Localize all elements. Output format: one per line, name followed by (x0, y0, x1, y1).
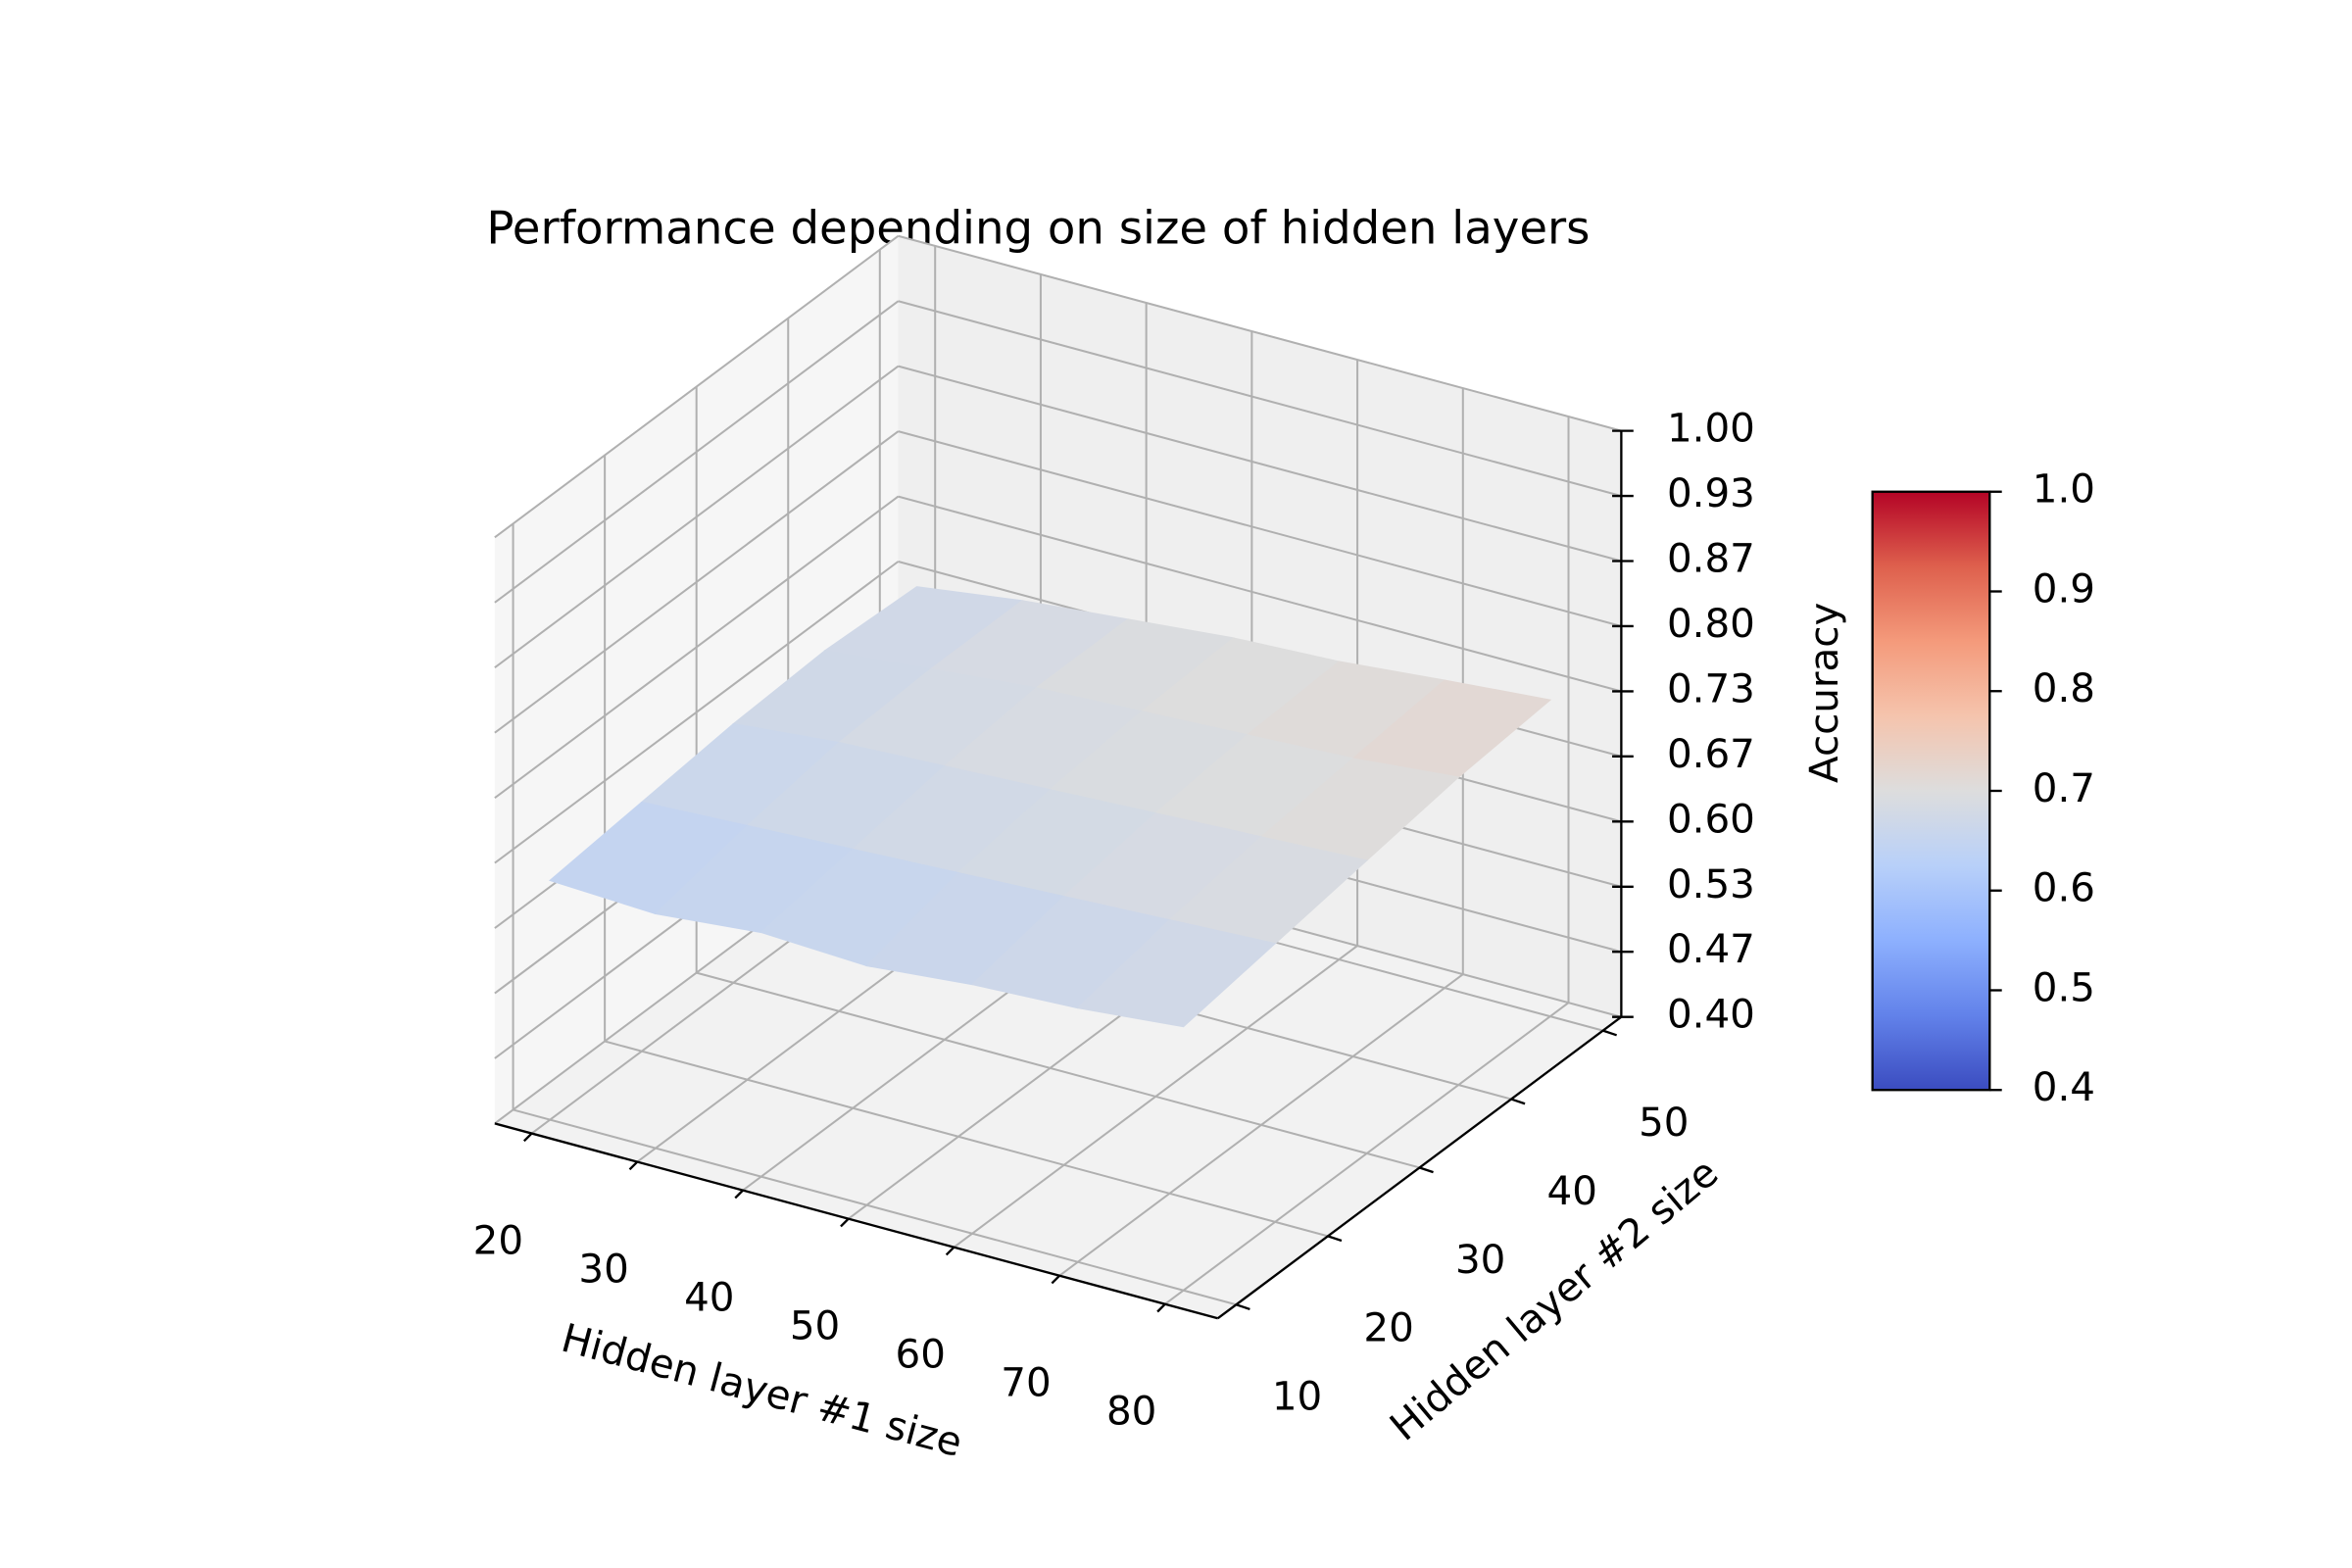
x-tick-label: 60 (896, 1332, 946, 1378)
x-tick (1051, 1274, 1060, 1285)
z-tick-label: 0.47 (1667, 926, 1755, 972)
y-tick (1327, 1235, 1343, 1243)
z-tick-label: 0.73 (1667, 665, 1755, 711)
z-tick-label: 0.40 (1667, 992, 1755, 1038)
plot-area: Performance depending on size of hidden … (473, 202, 2095, 1466)
grid-line (696, 971, 1420, 1169)
grid-line (513, 1108, 1237, 1306)
grid-line (898, 300, 1622, 498)
x-tick (628, 1160, 639, 1171)
z-tick-label: 1.00 (1667, 406, 1755, 452)
grid-line (494, 561, 900, 864)
z-tick-label: 0.93 (1667, 470, 1755, 516)
z-tick-label: 0.87 (1667, 535, 1755, 581)
grid-line (898, 430, 1622, 627)
grid-line (898, 234, 1622, 432)
x-tick-label: 40 (684, 1274, 734, 1320)
z-tick-label: 0.53 (1667, 861, 1755, 907)
x-axis (494, 1122, 1219, 1320)
colorbar-tick-label: 1.0 (2033, 466, 2095, 513)
x-tick (522, 1132, 533, 1143)
x-tick-label: 80 (1106, 1389, 1156, 1435)
grid-line (494, 495, 900, 799)
x-tick (1156, 1302, 1166, 1313)
grid-line (494, 365, 900, 669)
y-tick-label: 40 (1547, 1168, 1597, 1214)
x-tick-label: 70 (1001, 1360, 1051, 1406)
grid-line (494, 430, 900, 734)
z-tick-label: 0.60 (1667, 796, 1755, 842)
z-axis-label: Accuracy (1801, 603, 1847, 783)
colorbar-tick-label: 0.9 (2033, 565, 2095, 612)
grid-line (494, 300, 900, 604)
y-tick-label: 30 (1455, 1237, 1505, 1283)
x-tick (840, 1217, 850, 1228)
x-tick-label: 30 (578, 1246, 628, 1292)
x-tick (734, 1189, 744, 1200)
grid-line (494, 234, 900, 539)
z-tick-label: 0.80 (1667, 601, 1755, 647)
y-tick-label: 10 (1272, 1374, 1322, 1420)
x-tick (945, 1246, 956, 1256)
colorbar-tick-label: 0.5 (2033, 964, 2095, 1010)
colorbar-tick-label: 0.7 (2033, 765, 2095, 811)
grid-line (898, 365, 1622, 563)
colorbar-tick-label: 0.6 (2033, 865, 2095, 911)
grid-line (604, 1040, 1329, 1238)
z-tick-label: 0.67 (1667, 731, 1755, 777)
y-tick-label: 20 (1363, 1305, 1413, 1351)
y-tick-label: 50 (1639, 1100, 1689, 1146)
grid-line (898, 495, 1622, 693)
y-tick (1419, 1166, 1434, 1174)
chart-title: Performance depending on size of hidden … (486, 202, 1590, 255)
y-tick (1602, 1029, 1618, 1037)
x-tick-label: 20 (473, 1217, 523, 1263)
y-tick (1510, 1098, 1526, 1105)
colorbar (1871, 490, 1991, 1092)
x-tick-label: 50 (790, 1302, 840, 1348)
y-tick (1236, 1303, 1250, 1311)
colorbar-tick-label: 0.4 (2033, 1064, 2095, 1110)
surface-patch (1076, 919, 1277, 1028)
colorbar-tick-label: 0.8 (2033, 665, 2095, 711)
